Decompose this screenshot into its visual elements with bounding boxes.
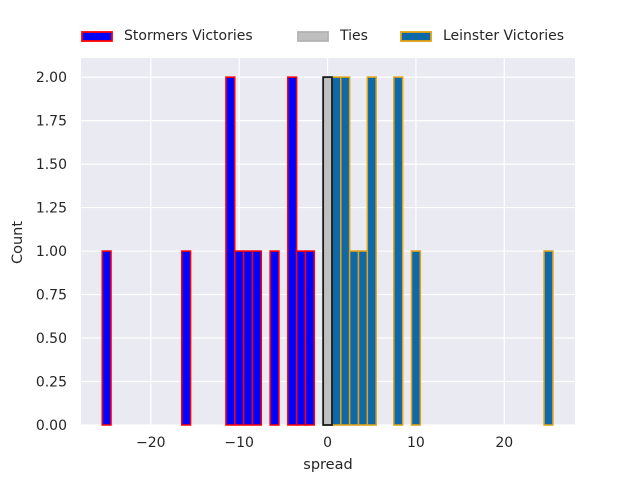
y-axis-label: Count [10,221,26,264]
ties-bar [322,76,333,426]
legend: Stormers Victories Ties Leinster Victori… [0,0,640,56]
legend-label-ties: Ties [340,28,368,44]
legend-item-stormers: Stormers Victories [81,28,253,45]
x-tick-label: −20 [136,435,166,451]
x-axis-tick-labels: −20 −10 0 10 20 [136,435,513,451]
leinster-bar [340,76,351,426]
stormers-bar [287,76,298,426]
leinster-bar [543,250,554,426]
y-tick-label: 1.25 [36,201,67,217]
stormers-bar [304,250,316,426]
leinster-swatch-rect [400,31,432,42]
y-tick-label: 1.75 [36,114,67,130]
legend-item-ties: Ties [297,28,368,45]
stormers-bar [242,250,254,426]
leinster-bar [410,250,422,426]
stormers-bar [180,250,192,426]
stormers-bar [251,250,263,426]
leinster-bar [366,76,377,426]
stormers-swatch-rect [81,31,113,42]
y-axis-tick-labels: 0.00 0.25 0.50 0.75 1.00 1.25 1.50 1.75 2.00 [36,70,67,434]
y-tick-label: 0.00 [36,418,67,434]
x-tick-label: 10 [407,435,425,451]
x-tick-label: 0 [323,435,332,451]
leinster-bar [393,76,404,426]
x-tick-label: −10 [224,435,254,451]
legend-label-leinster: Leinster Victories [443,28,564,44]
y-tick-label: 1.00 [36,244,67,260]
stormers-bar [234,250,245,426]
stormers-bar [295,250,307,426]
stormers-bar [269,250,280,426]
ties-swatch-rect [297,31,329,42]
stormers-bar [101,250,112,426]
y-tick-label: 0.50 [36,331,67,347]
stormers-bar [225,76,236,426]
y-tick-label: 1.50 [36,157,67,173]
leinster-bar [357,250,369,426]
y-tick-label: 0.25 [36,375,67,391]
x-tick-label: 20 [495,435,513,451]
bars [101,76,554,426]
leinster-bar [348,250,360,426]
ties-swatch-icon [297,31,329,42]
stormers-swatch-icon [81,31,113,42]
y-tick-label: 2.00 [36,70,67,86]
leinster-swatch-icon [400,31,432,42]
leinster-bar [331,76,342,426]
legend-label-stormers: Stormers Victories [124,28,253,44]
y-tick-label: 0.75 [36,288,67,304]
x-axis-label: spread [303,457,352,473]
legend-item-leinster: Leinster Victories [400,28,564,45]
